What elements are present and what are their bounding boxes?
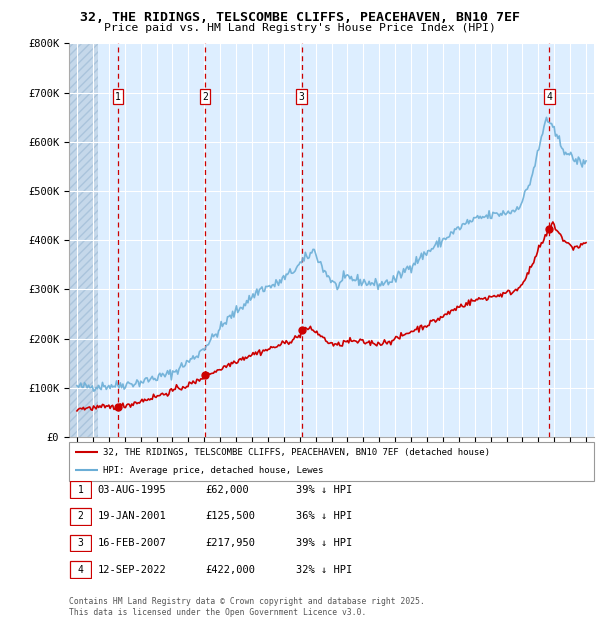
Text: 12-SEP-2022: 12-SEP-2022 [98, 565, 167, 575]
Text: 3: 3 [299, 92, 305, 102]
Text: £217,950: £217,950 [206, 538, 256, 548]
Text: 16-FEB-2007: 16-FEB-2007 [98, 538, 167, 548]
Text: Contains HM Land Registry data © Crown copyright and database right 2025.
This d: Contains HM Land Registry data © Crown c… [69, 598, 425, 617]
Text: 3: 3 [77, 538, 83, 548]
Text: 1: 1 [115, 92, 121, 102]
Text: 32% ↓ HPI: 32% ↓ HPI [296, 565, 352, 575]
Text: 1: 1 [77, 485, 83, 495]
Text: 2: 2 [77, 512, 83, 521]
Text: 32, THE RIDINGS, TELSCOMBE CLIFFS, PEACEHAVEN, BN10 7EF: 32, THE RIDINGS, TELSCOMBE CLIFFS, PEACE… [80, 11, 520, 24]
Text: Price paid vs. HM Land Registry's House Price Index (HPI): Price paid vs. HM Land Registry's House … [104, 23, 496, 33]
Text: 32, THE RIDINGS, TELSCOMBE CLIFFS, PEACEHAVEN, BN10 7EF (detached house): 32, THE RIDINGS, TELSCOMBE CLIFFS, PEACE… [103, 448, 490, 457]
Text: 39% ↓ HPI: 39% ↓ HPI [296, 485, 352, 495]
Text: £125,500: £125,500 [206, 512, 256, 521]
Text: 4: 4 [77, 565, 83, 575]
Text: 39% ↓ HPI: 39% ↓ HPI [296, 538, 352, 548]
Text: 2: 2 [202, 92, 208, 102]
Text: £62,000: £62,000 [206, 485, 250, 495]
Text: 4: 4 [547, 92, 553, 102]
Text: 03-AUG-1995: 03-AUG-1995 [98, 485, 167, 495]
Bar [69, 43, 98, 437]
Text: HPI: Average price, detached house, Lewes: HPI: Average price, detached house, Lewe… [103, 466, 323, 475]
Text: 19-JAN-2001: 19-JAN-2001 [98, 512, 167, 521]
Text: 36% ↓ HPI: 36% ↓ HPI [296, 512, 352, 521]
Text: £422,000: £422,000 [206, 565, 256, 575]
